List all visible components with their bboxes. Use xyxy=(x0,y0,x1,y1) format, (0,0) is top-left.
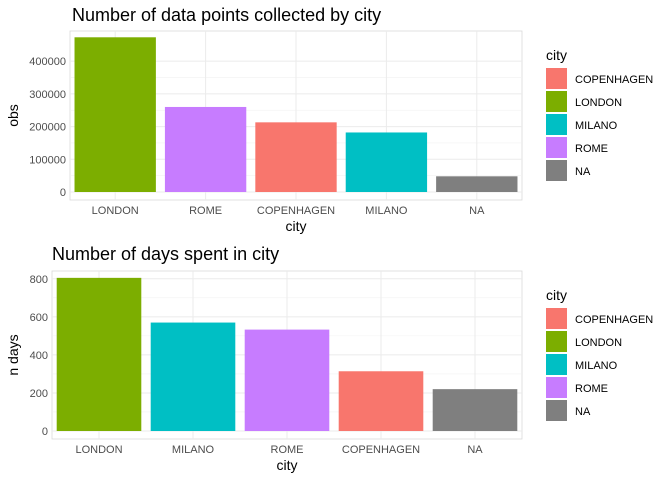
bar-london xyxy=(74,37,156,193)
bar-rome xyxy=(244,329,330,431)
legend-key-london xyxy=(546,91,567,112)
legend-key-rome xyxy=(546,137,567,158)
y-tick-label: 200000 xyxy=(29,122,66,134)
legend-title: city xyxy=(546,287,567,303)
legend-label: LONDON xyxy=(575,97,622,109)
y-tick-label: 400 xyxy=(30,350,48,362)
y-tick-label: 0 xyxy=(42,426,48,438)
y-tick-label: 400000 xyxy=(29,56,66,68)
x-axis-title: city xyxy=(286,218,307,234)
chart-title: Number of days spent in city xyxy=(52,244,279,264)
legend-key-copenhagen xyxy=(546,308,567,329)
legend-label: NA xyxy=(575,406,591,418)
legend-label: NA xyxy=(575,166,591,178)
x-tick-label: LONDON xyxy=(75,444,122,456)
bar-milano xyxy=(150,322,236,431)
bar-rome xyxy=(164,106,247,192)
y-tick-label: 800 xyxy=(30,274,48,286)
bar-na xyxy=(432,389,518,431)
x-tick-label: NA xyxy=(467,444,483,456)
legend: city COPENHAGEN LONDON MILANO ROME NA xyxy=(546,287,653,421)
x-tick-label: LONDON xyxy=(92,205,139,217)
y-axis-title: n days xyxy=(5,334,21,375)
legend: city COPENHAGEN LONDON MILANO ROME NA xyxy=(546,47,653,181)
legend-key-copenhagen xyxy=(546,68,567,89)
legend-key-london xyxy=(546,331,567,352)
x-tick-label: MILANO xyxy=(172,444,215,456)
bar-copenhagen xyxy=(338,371,424,431)
chart-2: Number of days spent in city 0 200 400 600 80… xyxy=(5,244,653,473)
legend-key-milano xyxy=(546,114,567,135)
legend-key-rome xyxy=(546,377,567,398)
x-tick-label: NA xyxy=(469,205,485,217)
x-tick-label: ROME xyxy=(189,205,222,217)
legend-key-milano xyxy=(546,354,567,375)
legend-label: LONDON xyxy=(575,337,622,349)
legend-key-na xyxy=(546,160,567,181)
x-tick-label: COPENHAGEN xyxy=(257,205,335,217)
legend-key-na xyxy=(546,400,567,421)
chart-title: Number of data points collected by city xyxy=(72,5,381,25)
y-axis-title: obs xyxy=(5,104,21,127)
y-tick-label: 200 xyxy=(30,388,48,400)
bar-milano xyxy=(345,132,428,192)
x-tick-label: MILANO xyxy=(365,205,408,217)
y-tick-label: 300000 xyxy=(29,89,66,101)
bar-london xyxy=(56,277,142,431)
y-tick-label: 0 xyxy=(60,187,66,199)
bar-na xyxy=(436,176,518,192)
legend-label: MILANO xyxy=(575,360,618,372)
x-tick-label: COPENHAGEN xyxy=(342,444,420,456)
chart-1: Number of data points collected by city 0… xyxy=(5,5,653,234)
y-tick-label: 600 xyxy=(30,312,48,324)
legend-title: city xyxy=(546,47,567,63)
legend-label: MILANO xyxy=(575,120,618,132)
x-tick-label: ROME xyxy=(271,444,304,456)
legend-label: COPENHAGEN xyxy=(575,74,653,86)
legend-label: ROME xyxy=(575,143,608,155)
bar-copenhagen xyxy=(255,122,337,192)
y-tick-label: 100000 xyxy=(29,154,66,166)
x-axis-title: city xyxy=(277,457,298,473)
legend-label: ROME xyxy=(575,383,608,395)
legend-label: COPENHAGEN xyxy=(575,314,653,326)
